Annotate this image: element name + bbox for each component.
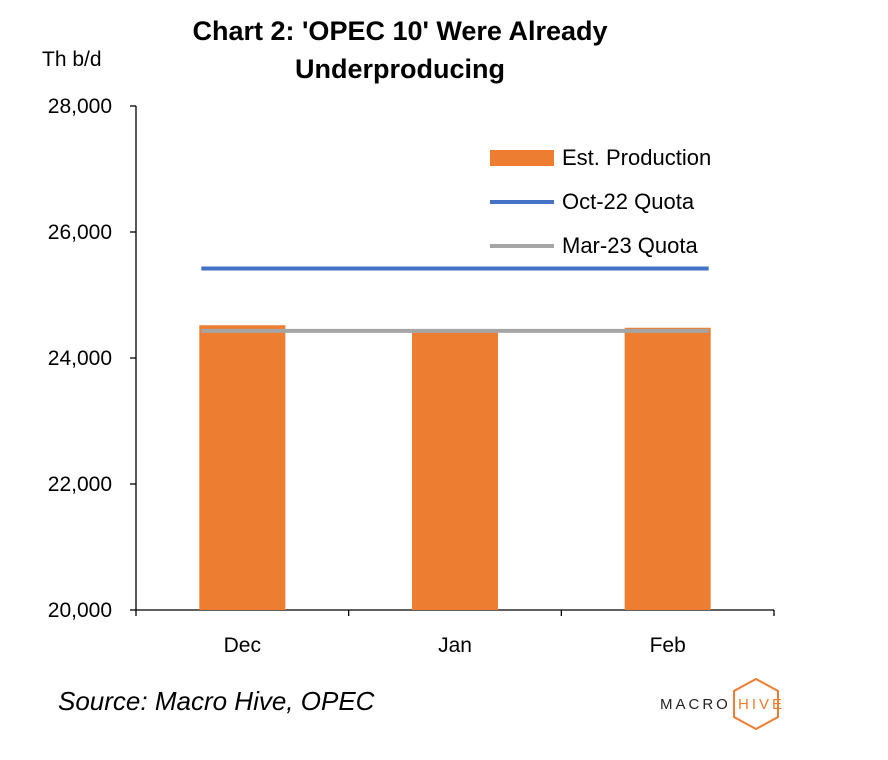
y-tick-label: 22,000 — [48, 473, 112, 496]
logo-text-hive: HIVE — [738, 696, 786, 713]
hexagon-icon — [733, 677, 779, 731]
y-axis-label: Th b/d — [42, 48, 102, 71]
x-tick-label: Feb — [650, 634, 686, 657]
legend-label: Mar-23 Quota — [562, 233, 698, 258]
chart-title-line-1: Chart 2: 'OPEC 10' Were Already — [192, 16, 608, 46]
y-tick-label: 20,000 — [48, 599, 112, 622]
bar — [412, 331, 498, 610]
legend-swatch — [490, 150, 554, 166]
legend-label: Oct-22 Quota — [562, 189, 695, 214]
y-tick-label: 28,000 — [48, 95, 112, 118]
chart-title-line-2: Underproducing — [295, 54, 505, 84]
x-tick-label: Jan — [438, 634, 472, 657]
x-tick-label: Dec — [224, 634, 261, 657]
bar — [624, 327, 711, 610]
legend-label: Est. Production — [562, 145, 711, 170]
macro-hive-logo: MACRO HIVE — [660, 676, 790, 732]
y-tick-label: 26,000 — [48, 221, 112, 244]
chart-title: Chart 2: 'OPEC 10' Were Already Underpro… — [0, 12, 800, 88]
y-tick-label: 24,000 — [48, 347, 112, 370]
logo-text-macro: MACRO — [660, 696, 731, 713]
source-note: Source: Macro Hive, OPEC — [58, 686, 375, 716]
bar — [199, 325, 286, 610]
